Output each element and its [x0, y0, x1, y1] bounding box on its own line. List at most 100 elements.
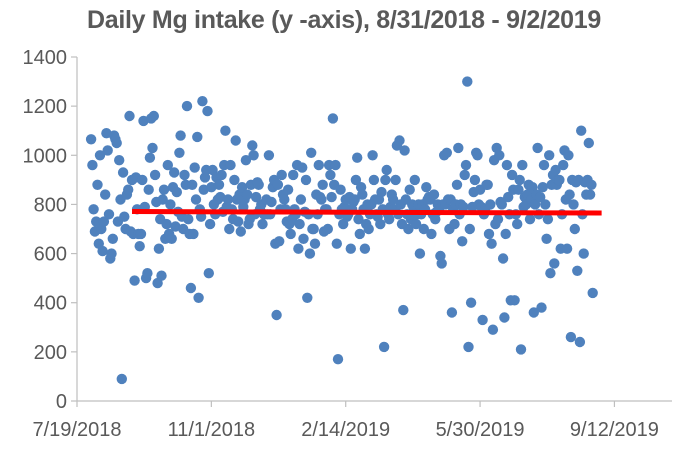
data-point: [148, 110, 159, 122]
y-tick-label: 200: [34, 342, 67, 364]
data-point: [451, 179, 463, 190]
data-point: [274, 236, 285, 247]
y-tick-label: 400: [34, 293, 67, 315]
data-point: [352, 152, 363, 163]
data-point: [532, 142, 543, 154]
data-point: [469, 174, 481, 186]
data-point: [225, 159, 236, 171]
data-point: [540, 199, 551, 210]
data-point: [512, 218, 523, 230]
data-point: [542, 214, 554, 225]
y-axis: 0 200 400 600 800 1000 1200 1400: [23, 47, 78, 413]
data-point: [114, 155, 125, 166]
data-point: [111, 137, 122, 149]
data-point: [161, 218, 172, 230]
data-point: [545, 268, 556, 279]
data-point: [330, 159, 341, 171]
y-tick-label: 1000: [23, 145, 68, 167]
trend-line-group: [132, 209, 602, 216]
data-point: [124, 110, 135, 122]
y-tick-label: 600: [34, 244, 67, 266]
data-point: [285, 228, 296, 240]
data-point: [394, 135, 405, 146]
data-point: [302, 292, 313, 303]
data-point: [359, 243, 371, 254]
data-point: [266, 196, 277, 208]
data-point: [506, 169, 518, 181]
data-point: [367, 150, 378, 161]
data-point: [463, 341, 474, 353]
data-point: [187, 179, 198, 190]
data-point: [537, 182, 548, 193]
data-point: [309, 238, 321, 249]
data-point: [529, 199, 541, 210]
data-point: [91, 216, 102, 227]
data-point: [457, 236, 468, 247]
data-point: [331, 238, 342, 249]
data-point: [134, 241, 145, 252]
y-tick-label: 1200: [23, 96, 68, 118]
data-point: [188, 228, 199, 240]
data-point: [88, 204, 99, 215]
data-point: [149, 169, 161, 181]
data-point: [368, 174, 380, 186]
data-point: [459, 169, 470, 181]
data-point: [197, 96, 208, 107]
y-tick-label: 1400: [23, 47, 68, 69]
data-point: [409, 174, 420, 186]
data-point: [472, 150, 483, 161]
data-point: [572, 265, 583, 276]
mean-trend-line: [132, 209, 602, 216]
data-point: [247, 140, 258, 151]
data-point: [357, 189, 368, 200]
data-points: [85, 76, 598, 385]
data-point: [449, 218, 460, 230]
data-point: [561, 243, 573, 254]
data-point: [263, 150, 275, 161]
data-point: [563, 150, 574, 161]
data-point: [135, 228, 147, 240]
data-point: [304, 248, 316, 259]
data-point: [410, 218, 422, 230]
data-point: [453, 142, 464, 154]
data-point: [137, 174, 148, 186]
data-point: [398, 304, 409, 316]
data-point: [326, 191, 337, 203]
data-point: [313, 159, 324, 171]
data-point: [426, 228, 437, 240]
data-point: [381, 164, 392, 176]
data-point: [500, 228, 511, 240]
data-point: [117, 167, 129, 178]
data-point: [183, 214, 194, 225]
data-point: [298, 233, 309, 244]
data-point: [485, 199, 496, 210]
data-point: [583, 137, 594, 149]
data-point: [98, 216, 110, 227]
data-point: [325, 169, 336, 181]
data-point: [492, 214, 504, 225]
data-point: [483, 228, 495, 240]
data-point: [147, 142, 158, 154]
data-point: [300, 174, 312, 186]
data-point: [322, 223, 333, 235]
data-point: [487, 324, 499, 335]
data-point: [103, 209, 115, 220]
data-point: [106, 248, 117, 259]
data-point: [293, 243, 304, 254]
data-point: [204, 218, 216, 230]
data-point: [220, 125, 231, 136]
data-point: [156, 270, 167, 281]
data-point: [378, 341, 390, 353]
data-point: [102, 145, 113, 156]
data-point: [233, 216, 244, 227]
data-point: [213, 179, 225, 190]
data-point: [250, 191, 262, 203]
data-point: [153, 243, 165, 254]
data-point: [294, 218, 305, 230]
data-point: [306, 147, 317, 158]
data-point: [509, 295, 520, 306]
data-point: [189, 162, 200, 173]
data-point: [464, 223, 475, 235]
data-point: [235, 226, 246, 237]
